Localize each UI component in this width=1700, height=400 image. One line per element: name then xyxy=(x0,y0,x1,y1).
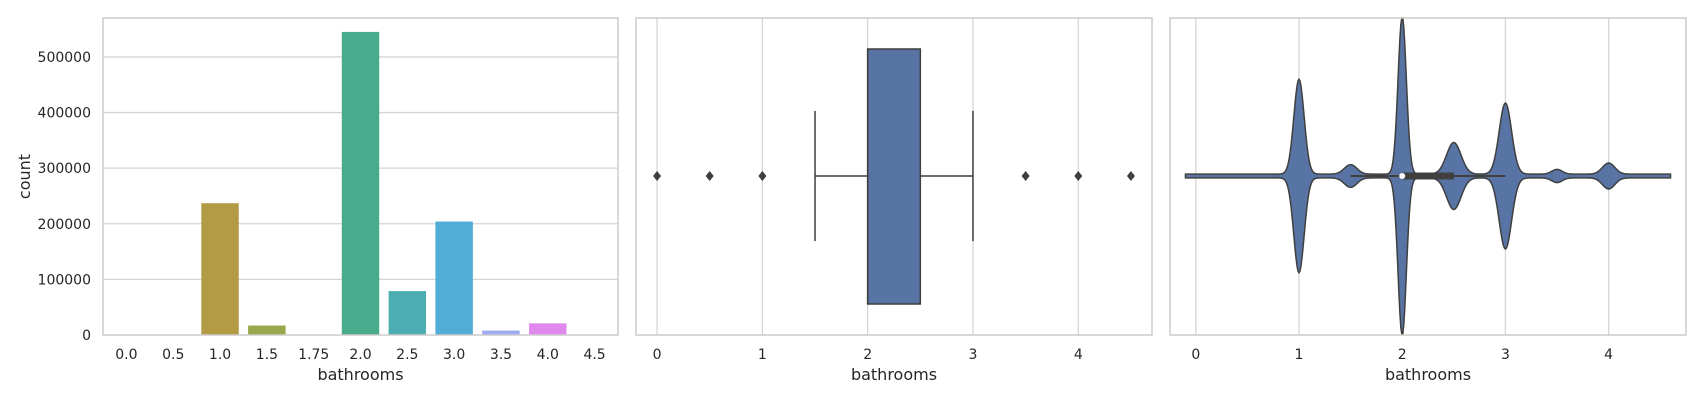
axes-frame xyxy=(635,17,1153,336)
bars xyxy=(107,31,614,336)
x-axis-label: bathrooms xyxy=(1385,365,1471,384)
x-tick-label: 3.5 xyxy=(490,347,512,363)
outlier-point xyxy=(1021,171,1030,181)
median-point xyxy=(1399,173,1406,179)
y-tick-label: 0 xyxy=(82,328,91,344)
x-tick-labels: 0 1 2 3 4 xyxy=(1191,347,1613,363)
y-tick-label: 100000 xyxy=(38,272,91,288)
bar-2.5 xyxy=(388,291,427,335)
axes-frame xyxy=(1169,17,1687,336)
x-tick-label: 1.5 xyxy=(256,347,278,363)
x-tick-label: 2.5 xyxy=(396,347,418,363)
x-tick-label: 2 xyxy=(1398,347,1407,363)
x-tick-label: 3 xyxy=(1501,347,1510,363)
y-tick-label: 500000 xyxy=(38,50,91,66)
outlier-point xyxy=(758,171,767,181)
bar-1.0 xyxy=(201,203,239,335)
outlier-point xyxy=(1126,171,1135,181)
x-tick-label: 1.75 xyxy=(298,347,329,363)
inner-iqr-box xyxy=(1402,172,1454,180)
x-tick-labels: 0 1 2 3 4 xyxy=(653,347,1083,363)
x-axis-label: bathrooms xyxy=(851,365,937,384)
y-tick-label: 400000 xyxy=(38,106,91,122)
x-tick-label: 4.0 xyxy=(537,347,559,363)
x-tick-label: 0.0 xyxy=(115,347,137,363)
x-tick-labels: 0.0 0.5 1.0 1.5 1.75 2.0 2.5 3.0 3.5 4.0 4.5 xyxy=(115,347,605,363)
violin-inner-box xyxy=(1350,172,1506,180)
y-tick-label: 200000 xyxy=(38,217,91,233)
x-tick-label: 4.5 xyxy=(583,347,605,363)
x-tick-label: 2 xyxy=(863,347,872,363)
outlier-point xyxy=(705,171,714,181)
box xyxy=(814,48,974,305)
x-tick-label: 3 xyxy=(969,347,978,363)
x-tick-label: 2.0 xyxy=(349,347,371,363)
x-tick-label: 0.5 xyxy=(162,347,184,363)
x-tick-label: 4 xyxy=(1074,347,1083,363)
bar-4.0 xyxy=(529,323,567,335)
bar-3.0 xyxy=(435,221,473,335)
x-tick-label: 4 xyxy=(1604,347,1613,363)
outlier-point xyxy=(1074,171,1083,181)
x-tick-label: 1.0 xyxy=(209,347,231,363)
y-axis-label: count xyxy=(15,154,34,199)
x-axis-label: bathrooms xyxy=(317,365,403,384)
x-tick-label: 0 xyxy=(1191,347,1200,363)
bar-2.0 xyxy=(341,31,380,336)
bar-3.5 xyxy=(482,330,520,335)
bathrooms-count-bar-chart: 0 100000 200000 300000 400000 500000 0.0 0.5 1.… xyxy=(15,17,619,384)
x-tick-label: 3.0 xyxy=(443,347,465,363)
outlier-point xyxy=(653,171,662,181)
y-tick-labels: 0 100000 200000 300000 400000 500000 xyxy=(38,50,91,344)
bar-1.5 xyxy=(248,325,286,335)
box-iqr xyxy=(866,48,922,305)
x-tick-label: 1 xyxy=(1295,347,1304,363)
x-tick-label: 0 xyxy=(653,347,662,363)
x-tick-label: 1 xyxy=(758,347,767,363)
y-tick-label: 300000 xyxy=(38,161,91,177)
bathrooms-box-plot: 0 1 2 3 4 bathrooms xyxy=(635,17,1153,384)
outlier-points xyxy=(653,171,1135,181)
axes-frame xyxy=(102,17,619,336)
bathrooms-violin-plot: 0 1 2 3 4 bathrooms xyxy=(1169,17,1687,384)
